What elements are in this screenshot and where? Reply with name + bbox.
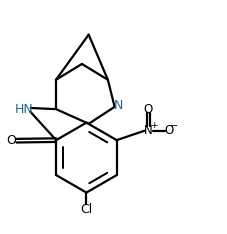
Text: HN: HN	[15, 102, 34, 116]
Text: Cl: Cl	[80, 203, 93, 216]
Text: O: O	[6, 134, 16, 147]
Text: N: N	[114, 99, 123, 112]
Text: O: O	[164, 124, 173, 137]
Text: O: O	[144, 102, 153, 116]
Text: N: N	[144, 124, 153, 137]
Text: +: +	[150, 121, 157, 130]
Text: −: −	[170, 121, 178, 132]
